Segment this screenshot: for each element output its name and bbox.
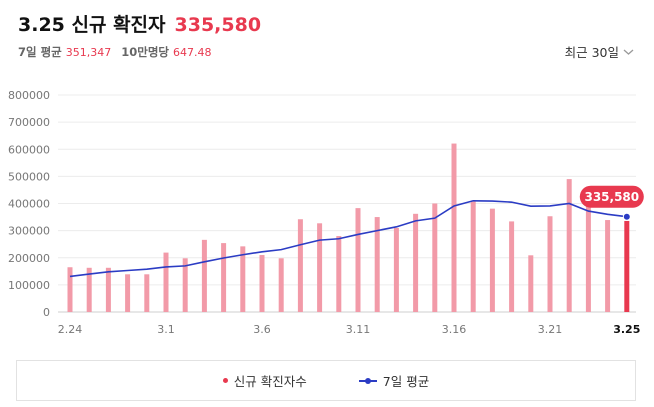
legend-item-cases[interactable]: 신규 확진자수 xyxy=(222,371,307,390)
period-label: 최근 30일 xyxy=(564,45,619,60)
summary-line: 7일 평균 351,347 10만명당 647.48 xyxy=(18,44,222,60)
bar xyxy=(489,208,495,312)
x-tick-label: 3.25 xyxy=(613,323,640,336)
x-tick-label: 3.16 xyxy=(442,323,467,336)
legend-item-average[interactable]: 7일 평균 xyxy=(358,371,430,390)
legend-average-label: 7일 평균 xyxy=(382,374,430,389)
bar xyxy=(182,258,188,312)
y-tick-label: 800000 xyxy=(8,89,50,102)
bar xyxy=(451,143,457,312)
x-tick-label: 3.21 xyxy=(538,323,563,336)
legend-cases-label: 신규 확진자수 xyxy=(233,374,307,389)
y-tick-label: 400000 xyxy=(8,198,50,211)
cases-chart: 0 100000 200000 300000 400000 500000 600000 700… xyxy=(8,89,644,336)
y-tick-label: 300000 xyxy=(8,225,50,238)
legend-line-icon xyxy=(358,377,377,384)
bar xyxy=(355,208,361,312)
bar xyxy=(317,223,323,312)
page-title: 3.25 신규 확진자 xyxy=(18,14,166,36)
bar xyxy=(201,239,207,312)
bar xyxy=(470,201,476,312)
y-tick-label: 200000 xyxy=(8,252,50,265)
per-capita-value: 647.48 xyxy=(173,46,212,59)
new-cases-value: 335,580 xyxy=(174,14,262,36)
bar xyxy=(278,258,284,312)
bar xyxy=(605,220,611,312)
bar xyxy=(163,252,169,312)
bar xyxy=(547,216,553,312)
bar xyxy=(240,246,246,312)
bar xyxy=(221,243,227,312)
period-dropdown[interactable]: 최근 30일 xyxy=(565,42,634,61)
x-tick-label: 3.6 xyxy=(253,323,271,336)
bar xyxy=(297,219,303,312)
y-tick-label: 0 xyxy=(43,306,50,319)
bar xyxy=(566,179,572,312)
bar xyxy=(393,227,399,312)
chart-header: 3.25 신규 확진자 335,580 xyxy=(18,10,261,40)
bar xyxy=(105,267,111,312)
bar xyxy=(509,221,515,312)
bar xyxy=(144,274,150,312)
bar xyxy=(528,255,534,312)
x-tick-label: 3.1 xyxy=(157,323,175,336)
avg-value: 351,347 xyxy=(65,46,112,59)
bar xyxy=(585,204,591,312)
y-tick-label: 100000 xyxy=(8,279,50,292)
bar xyxy=(413,213,419,312)
y-tick-label: 500000 xyxy=(8,170,50,183)
per-capita-label: 10만명당 xyxy=(121,45,169,59)
y-tick-label: 700000 xyxy=(8,116,50,129)
highlight-badge xyxy=(579,185,644,208)
chevron-down-icon xyxy=(623,49,634,55)
avg-label: 7일 평균 xyxy=(18,45,62,59)
average-point xyxy=(622,212,631,221)
bar xyxy=(86,267,92,312)
x-tick-label: 3.11 xyxy=(346,323,371,336)
highlight-label: 335,580 xyxy=(584,190,639,204)
bar xyxy=(259,255,265,312)
bar xyxy=(125,274,131,312)
chart-legend: 신규 확진자수 7일 평균 xyxy=(16,360,636,401)
bar xyxy=(67,267,73,312)
average-line xyxy=(69,199,627,278)
bar xyxy=(374,217,380,312)
bar xyxy=(336,236,342,312)
y-tick-label: 600000 xyxy=(8,143,50,156)
legend-dot-icon xyxy=(222,378,228,383)
x-tick-label: 2.24 xyxy=(58,323,83,336)
bar xyxy=(432,203,438,312)
bar xyxy=(624,220,630,312)
